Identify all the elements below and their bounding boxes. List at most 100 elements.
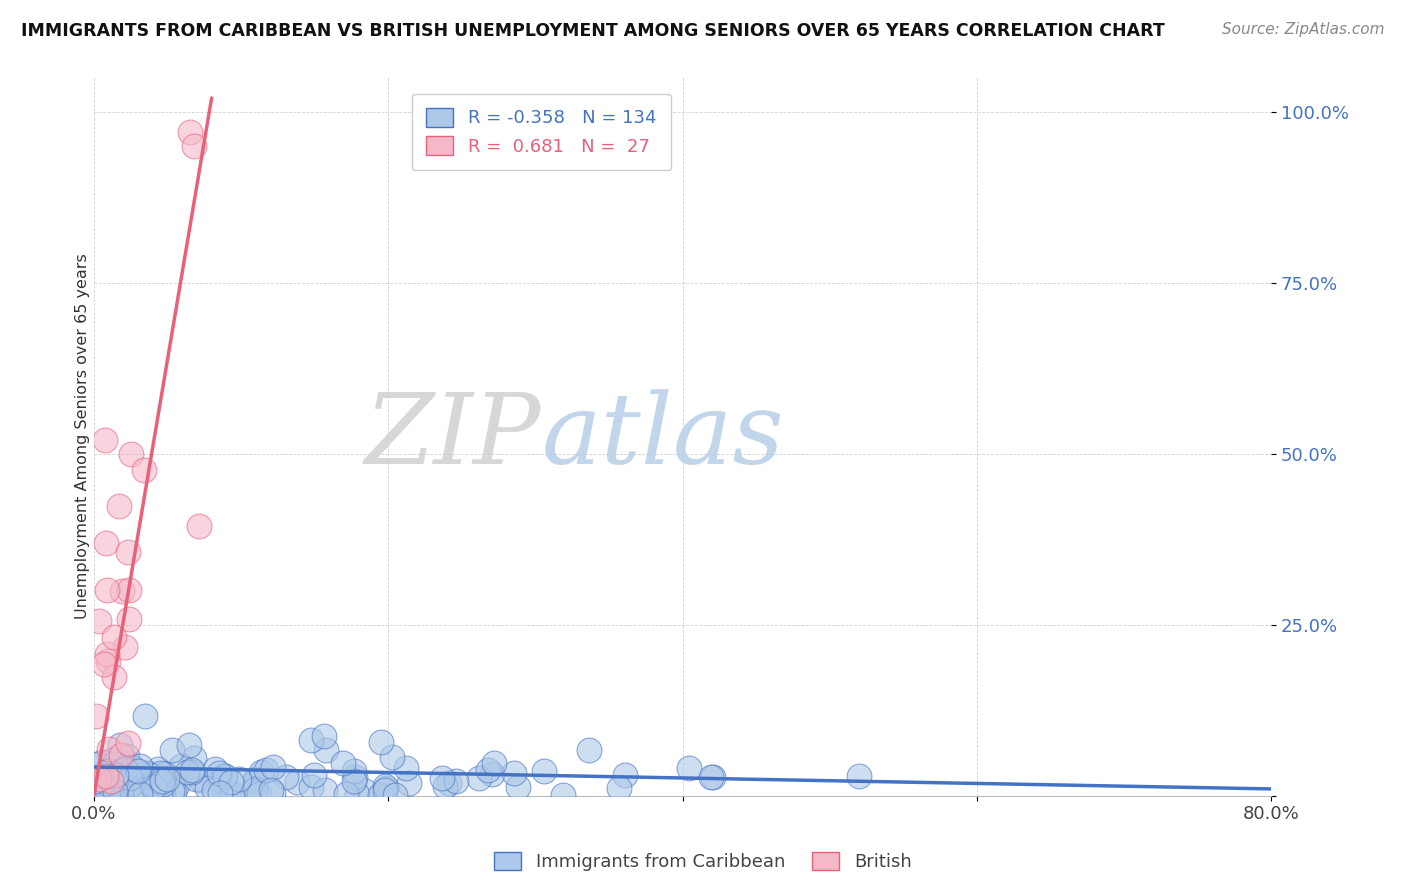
Point	[506, 780, 529, 794]
Point	[117, 736, 139, 750]
Point	[143, 785, 166, 799]
Point	[120, 771, 142, 785]
Point	[287, 775, 309, 789]
Point	[314, 729, 336, 743]
Point	[132, 463, 155, 477]
Point	[468, 772, 491, 786]
Point	[125, 782, 148, 797]
Point	[370, 735, 392, 749]
Point	[481, 767, 503, 781]
Text: ZIP: ZIP	[366, 389, 541, 484]
Point	[187, 519, 209, 533]
Legend: R = -0.358   N = 134, R =  0.681   N =  27: R = -0.358 N = 134, R = 0.681 N = 27	[412, 94, 671, 170]
Point	[477, 764, 499, 778]
Point	[94, 434, 117, 448]
Point	[274, 770, 297, 784]
Point	[94, 776, 117, 790]
Point	[179, 125, 201, 139]
Point	[343, 764, 366, 779]
Point	[94, 789, 117, 803]
Point	[103, 784, 125, 798]
Point	[146, 762, 169, 776]
Text: Source: ZipAtlas.com: Source: ZipAtlas.com	[1222, 22, 1385, 37]
Point	[314, 782, 336, 797]
Point	[122, 761, 145, 775]
Point	[118, 756, 141, 770]
Point	[368, 789, 391, 803]
Point	[262, 760, 284, 774]
Point	[128, 758, 150, 772]
Point	[98, 786, 121, 800]
Point	[374, 779, 396, 793]
Point	[117, 583, 139, 598]
Point	[143, 779, 166, 793]
Point	[91, 767, 114, 781]
Point	[114, 762, 136, 776]
Point	[96, 582, 118, 597]
Point	[141, 779, 163, 793]
Point	[208, 766, 231, 780]
Point	[221, 788, 243, 802]
Point	[245, 774, 267, 789]
Point	[181, 765, 204, 780]
Point	[214, 769, 236, 783]
Point	[110, 747, 132, 762]
Point	[89, 779, 111, 793]
Point	[84, 775, 107, 789]
Point	[204, 762, 226, 776]
Point	[94, 769, 117, 783]
Point	[135, 766, 157, 780]
Point	[84, 709, 107, 723]
Point	[150, 774, 173, 789]
Point	[254, 763, 277, 777]
Point	[243, 772, 266, 786]
Point	[149, 766, 172, 780]
Point	[354, 783, 377, 797]
Point	[212, 769, 235, 783]
Point	[118, 762, 141, 776]
Point	[118, 771, 141, 785]
Text: IMMIGRANTS FROM CARIBBEAN VS BRITISH UNEMPLOYMENT AMONG SENIORS OVER 65 YEARS CO: IMMIGRANTS FROM CARIBBEAN VS BRITISH UNE…	[21, 22, 1164, 40]
Point	[607, 780, 630, 795]
Point	[374, 781, 396, 796]
Point	[110, 738, 132, 752]
Point	[202, 783, 225, 797]
Point	[93, 657, 115, 671]
Point	[143, 780, 166, 795]
Point	[195, 781, 218, 796]
Point	[128, 787, 150, 801]
Point	[156, 772, 179, 786]
Point	[304, 768, 326, 782]
Point	[103, 670, 125, 684]
Point	[96, 647, 118, 661]
Point	[250, 765, 273, 780]
Point	[332, 756, 354, 770]
Point	[179, 739, 201, 753]
Point	[533, 764, 555, 778]
Point	[152, 789, 174, 803]
Point	[96, 788, 118, 802]
Point	[149, 788, 172, 802]
Point	[262, 786, 284, 800]
Point	[335, 787, 357, 801]
Point	[134, 709, 156, 723]
Point	[614, 768, 637, 782]
Point	[97, 776, 120, 790]
Point	[186, 772, 208, 786]
Point	[315, 743, 337, 757]
Point	[118, 612, 141, 626]
Point	[163, 785, 186, 799]
Point	[105, 771, 128, 785]
Point	[434, 779, 457, 793]
Point	[343, 774, 366, 789]
Legend: Immigrants from Caribbean, British: Immigrants from Caribbean, British	[486, 845, 920, 879]
Point	[170, 758, 193, 772]
Point	[384, 788, 406, 802]
Point	[444, 773, 467, 788]
Point	[146, 771, 169, 785]
Point	[84, 774, 107, 789]
Point	[112, 771, 135, 785]
Point	[117, 544, 139, 558]
Point	[108, 499, 131, 513]
Point	[222, 787, 245, 801]
